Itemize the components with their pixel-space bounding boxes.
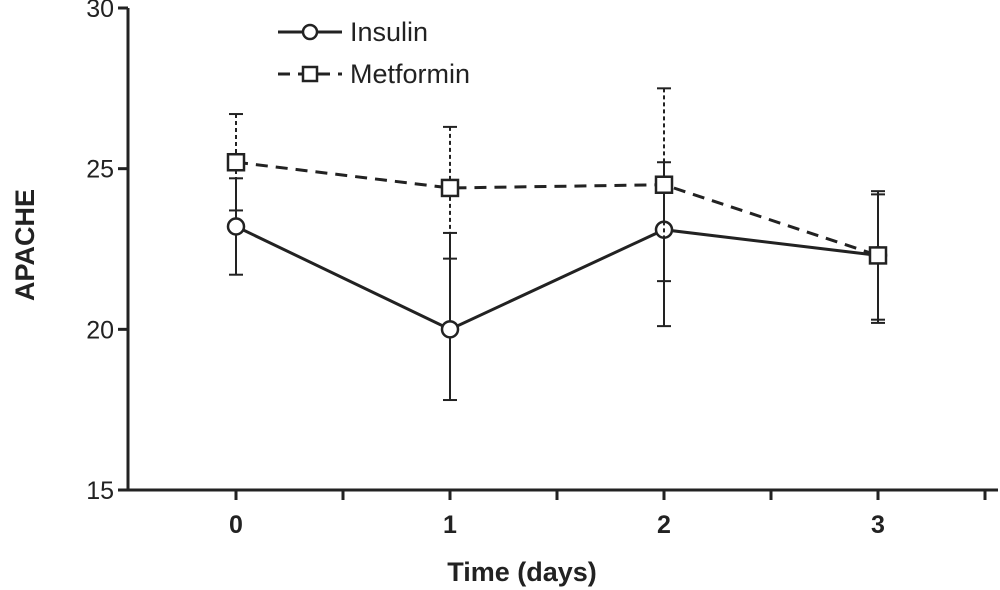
x-axis-title: Time (days)	[447, 557, 597, 587]
x-ticks: 0 1 2 3	[229, 490, 987, 539]
series-insulin	[226, 161, 888, 402]
y-tick-label-25: 25	[86, 156, 114, 184]
series-line-metformin	[235, 160, 879, 257]
legend-item-metformin: Metformin	[278, 59, 470, 89]
error-bar-metformin-0	[229, 113, 243, 212]
legend-label-metformin: Metformin	[350, 59, 470, 89]
legend-marker-metformin	[301, 65, 319, 83]
point-metformin-1	[440, 178, 460, 198]
y-axis-title: APACHE	[10, 189, 40, 301]
series-layer	[226, 87, 888, 402]
point-insulin-0	[226, 217, 246, 236]
x-tick-label-0: 0	[229, 511, 243, 539]
x-tick-label-3: 3	[871, 511, 885, 539]
y-tick-label-30: 30	[86, 0, 114, 23]
error-bar-metformin-2	[657, 87, 671, 283]
point-metformin-0	[226, 152, 246, 172]
y-tick-label-20: 20	[86, 316, 114, 344]
legend-label-insulin: Insulin	[350, 17, 428, 47]
series-line-insulin	[235, 225, 879, 331]
point-metformin-3	[868, 246, 888, 265]
error-bar-metformin-3	[871, 193, 885, 321]
y-tick-label-15: 15	[86, 477, 114, 505]
y-ticks: 15 20 25 30	[86, 0, 128, 505]
legend-marker-insulin	[301, 23, 319, 41]
legend: Insulin Metformin	[278, 17, 470, 89]
legend-item-insulin: Insulin	[278, 17, 428, 47]
series-metformin	[226, 87, 888, 321]
point-metformin-2	[654, 175, 674, 194]
x-tick-label-2: 2	[657, 511, 671, 539]
x-tick-label-1: 1	[443, 511, 457, 539]
point-insulin-1	[440, 320, 460, 339]
axes: 15 20 25 30 0 1 2 3	[86, 0, 998, 539]
